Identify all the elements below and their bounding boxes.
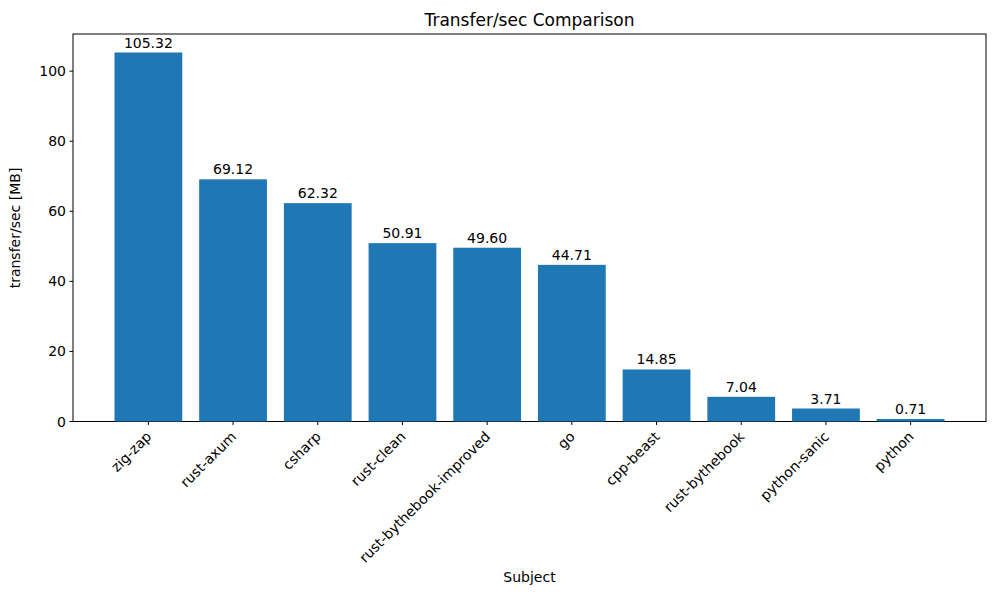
y-tick-label-60: 60	[48, 203, 66, 219]
x-tick-label-rust-clean: rust-clean	[348, 428, 409, 489]
y-tick-label-40: 40	[48, 273, 66, 289]
bar-python-sanic	[792, 409, 860, 422]
value-label-rust-bythebook-improved: 49.60	[467, 230, 507, 246]
bar-rust-clean	[369, 243, 437, 421]
chart-title: Transfer/sec Comparison	[424, 10, 635, 30]
value-label-go: 44.71	[552, 247, 592, 263]
bar-chart: 105.32 69.12 62.32 50.91 49.60 44.71 14.85 7.04…	[0, 0, 1000, 600]
x-tick-label-python: python	[871, 428, 917, 474]
y-axis-ticks: 0 20 40 60 80 100	[39, 63, 73, 429]
value-label-rust-bythebook: 7.04	[726, 379, 757, 395]
x-axis-label: Subject	[503, 569, 556, 585]
bar-rust-bythebook-improved	[453, 248, 521, 422]
value-label-cpp-beast: 14.85	[636, 351, 676, 367]
x-tick-label-cpp-beast: cpp-beast	[602, 428, 663, 489]
y-tick-label-0: 0	[57, 414, 66, 430]
x-axis-ticks: zig-zap rust-axum csharp rust-clean rust-byt…	[108, 422, 917, 566]
y-axis-label: transfer/sec [MB]	[7, 168, 23, 289]
bar-zig-zap	[115, 53, 183, 422]
value-label-rust-clean: 50.91	[382, 225, 422, 241]
bar-csharp	[284, 203, 352, 421]
y-tick-label-20: 20	[48, 343, 66, 359]
x-tick-label-rust-axum: rust-axum	[177, 428, 239, 490]
y-tick-label-80: 80	[48, 133, 66, 149]
bar-rust-axum	[199, 179, 267, 421]
bar-rust-bythebook	[707, 397, 775, 422]
value-label-csharp: 62.32	[298, 185, 338, 201]
value-label-python-sanic: 3.71	[810, 391, 841, 407]
value-label-rust-axum: 69.12	[213, 161, 253, 177]
bar-python	[877, 419, 945, 421]
bar-cpp-beast	[623, 369, 691, 421]
x-tick-label-rust-bythebook: rust-bythebook	[661, 428, 748, 515]
x-tick-label-csharp: csharp	[279, 428, 324, 473]
value-label-python: 0.71	[895, 401, 926, 417]
x-tick-label-go: go	[554, 428, 578, 452]
bar-go	[538, 265, 606, 422]
x-tick-label-zig-zap: zig-zap	[108, 428, 155, 475]
value-label-zig-zap: 105.32	[124, 35, 173, 51]
bars-group	[115, 53, 945, 422]
figure: 105.32 69.12 62.32 50.91 49.60 44.71 14.85 7.04…	[0, 0, 1000, 600]
x-tick-label-python-sanic: python-sanic	[757, 428, 832, 503]
y-tick-label-100: 100	[39, 63, 66, 79]
